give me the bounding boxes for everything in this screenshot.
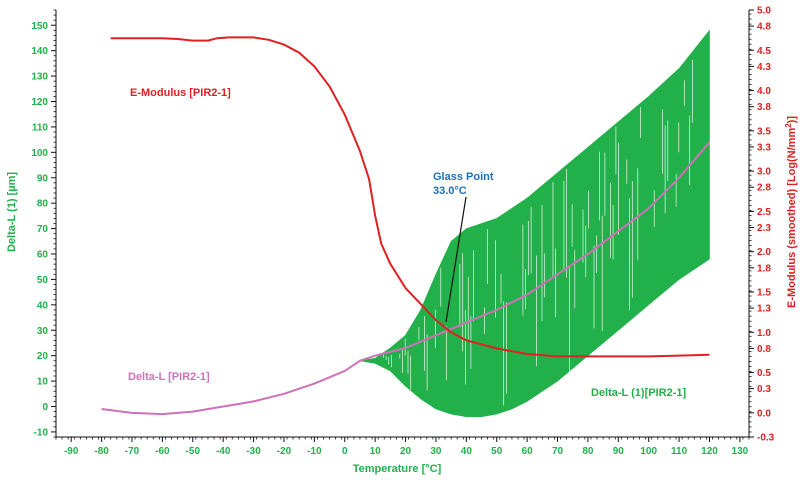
y-left-tick-label: 80	[37, 199, 49, 210]
y-right-tick-label: 3.8	[757, 102, 771, 113]
x-tick-label: 60	[522, 446, 534, 457]
y-left-tick-label: 70	[37, 224, 49, 235]
x-tick-label: -30	[246, 446, 261, 457]
y-right-tick-label: 1.3	[757, 304, 771, 315]
y-right-tick-label: 3.5	[757, 126, 771, 137]
x-tick-label: 70	[552, 446, 564, 457]
y-right-tick-label: 4.5	[757, 46, 771, 57]
y-right-tick-label: 3.0	[757, 167, 771, 178]
y-right-tick-label: -0.3	[757, 433, 775, 444]
x-tick-label: 30	[430, 446, 442, 457]
x-tick-label: -70	[125, 446, 140, 457]
x-tick-label: 120	[701, 446, 718, 457]
y-right-axis-title-close: )]	[786, 116, 798, 124]
y-left-tick-label: 50	[37, 275, 49, 286]
delta-l-1-label: Delta-L (1)[PIR2-1]	[591, 387, 686, 399]
plot-area	[101, 29, 711, 417]
y-right-tick-label: 0.0	[757, 408, 771, 419]
x-tick-label: 40	[461, 446, 473, 457]
x-tick-label: -50	[186, 446, 201, 457]
y-left-tick-label: 120	[31, 97, 48, 108]
y-right-tick-label: 1.8	[757, 263, 771, 274]
e-modulus-series-line	[110, 36, 710, 358]
x-tick-label: 100	[640, 446, 657, 457]
y-right-tick-label: 4.3	[757, 62, 771, 73]
y-right-tick-label: 2.3	[757, 223, 771, 234]
y-right-tick-label: 1.5	[757, 287, 771, 298]
y-right-tick-label: 4.0	[757, 86, 771, 97]
y-left-tick-label: 110	[32, 122, 49, 133]
y-left-tick-label: 20	[37, 351, 49, 362]
y-right-tick-label: 0.5	[757, 368, 771, 379]
y-right-tick-label: 2.8	[757, 183, 771, 194]
x-tick-label: -90	[64, 446, 79, 457]
y-left-tick-label: -10	[34, 427, 49, 438]
x-tick-label: 110	[671, 446, 688, 457]
y-right-tick-label: 2.5	[757, 207, 771, 218]
x-tick-label: -20	[277, 446, 292, 457]
x-tick-label: -40	[216, 446, 231, 457]
y-left-tick-label: 100	[31, 148, 48, 159]
y-right-tick-label: 0.3	[757, 384, 771, 395]
axes: -90 -80 -70 -60 -50 -40 -30 -20 -10 0 10 20 30 40 50 60…	[31, 6, 774, 458]
delta-l-label: Delta-L [PIR2-1]	[128, 371, 210, 383]
y-left-tick-label: 150	[31, 21, 48, 32]
y-right-axis-title-main: E-Modulus (smoothed) [Log(N/mm	[786, 128, 798, 308]
x-tick-label: -10	[307, 446, 322, 457]
y-left-tick-label: 130	[31, 72, 48, 83]
y-left-tick-label: 10	[37, 377, 49, 388]
glass-point-pointer	[445, 196, 467, 323]
e-modulus-label: E-Modulus [PIR2-1]	[130, 87, 231, 99]
y-right-tick-label: 4.8	[757, 22, 771, 33]
delta-l-series-line	[101, 141, 711, 416]
y-left-tick-label: 60	[37, 250, 49, 261]
glass-point-value: 33.0°C	[433, 185, 467, 197]
x-tick-label: -60	[155, 446, 170, 457]
y-right-tick-label: 3.3	[757, 142, 771, 153]
y-left-tick-label: 40	[37, 300, 49, 311]
x-tick-label: 50	[491, 446, 503, 457]
x-tick-label: 80	[582, 446, 594, 457]
x-tick-label: 0	[342, 446, 348, 457]
y-left-axis-title: Delta-L (1) [µm]	[6, 172, 18, 252]
x-tick-label: 130	[732, 446, 749, 457]
x-axis-title: Temperature [°C]	[353, 463, 442, 475]
y-right-tick-label: 1.0	[757, 328, 771, 339]
x-tick-label: -80	[94, 446, 109, 457]
y-left-tick-label: 140	[31, 46, 48, 57]
delta-l-1-series-band	[359, 29, 710, 417]
x-tick-label: 10	[370, 446, 382, 457]
glass-point-label: Glass Point	[433, 171, 494, 183]
x-tick-label: 20	[400, 446, 412, 457]
y-right-tick-label: 5.0	[757, 6, 771, 17]
x-tick-label: 90	[613, 446, 625, 457]
y-right-axis-title-sup: 2	[784, 123, 793, 128]
y-left-tick-label: 0	[42, 402, 48, 413]
y-left-tick-label: 90	[37, 173, 49, 184]
y-right-tick-label: 0.8	[757, 344, 771, 355]
y-right-axis-title: E-Modulus (smoothed) [Log(N/mm2)]	[784, 116, 798, 308]
y-right-tick-label: 2.0	[757, 247, 771, 258]
y-left-tick-label: 30	[37, 326, 49, 337]
